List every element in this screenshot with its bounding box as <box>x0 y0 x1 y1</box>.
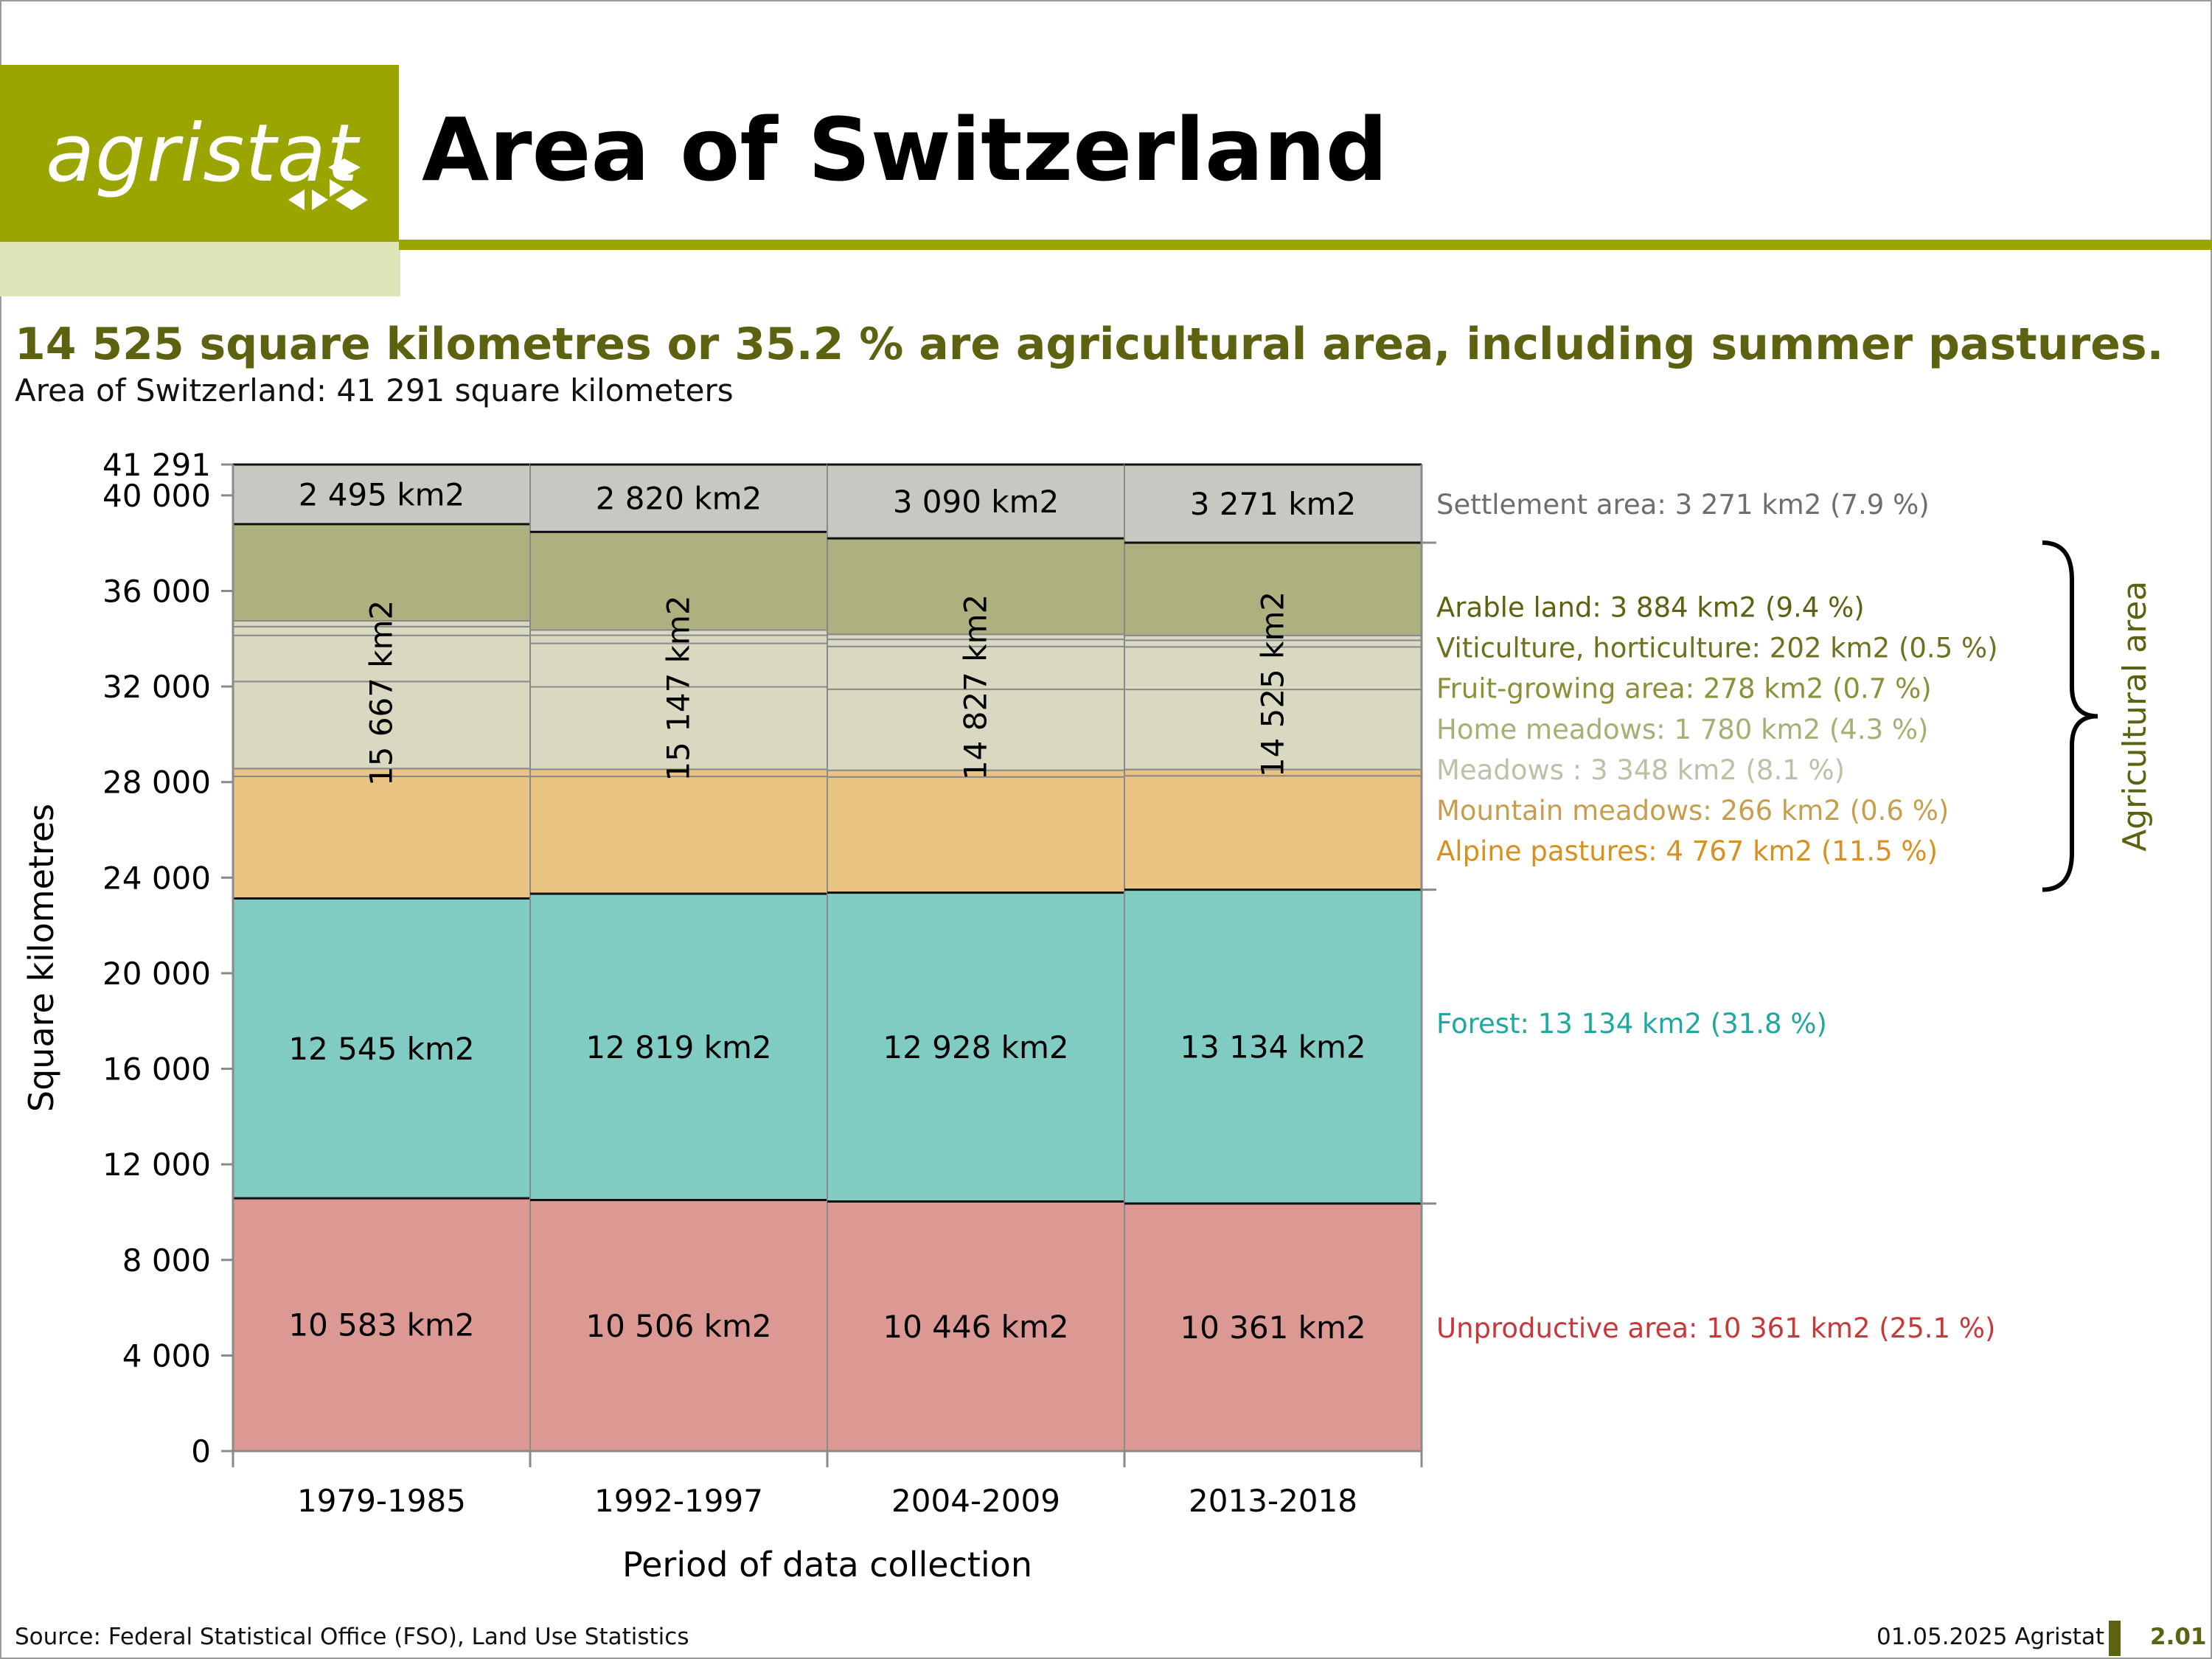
legend-label: Home meadows: 1 780 km2 (4.3 %) <box>1436 714 1928 745</box>
bar-value-label: 2 495 km2 <box>299 476 465 512</box>
bar-value-label: 2 820 km2 <box>596 481 762 517</box>
bar-value-label: 12 928 km2 <box>883 1029 1068 1065</box>
headline: 14 525 square kilometres or 35.2 % are a… <box>15 319 2164 370</box>
bar-segment <box>1124 541 1422 636</box>
bar-segment <box>827 776 1125 894</box>
y-axis-title: Square kilometres <box>21 804 61 1112</box>
stacked-bar-chart: 10 583 km2 12 545 km2 2 495 km2 15 667 km2 1… <box>21 447 2154 1585</box>
agricultural-total-label: 14 525 km2 <box>1255 591 1291 777</box>
agricultural-brace <box>2042 540 2098 892</box>
legend-label: Fruit-growing area: 278 km2 (0.7 %) <box>1436 673 1932 705</box>
agricultural-total-label: 15 147 km2 <box>661 595 697 781</box>
bar-value-label: 13 134 km2 <box>1180 1029 1366 1065</box>
legend-label: Arable land: 3 884 km2 (9.4 %) <box>1436 592 1865 624</box>
agricultural-total-label: 15 667 km2 <box>364 600 400 786</box>
y-tick-label: 12 000 <box>102 1147 211 1183</box>
bar-segment <box>232 464 531 525</box>
legend-label: Mountain meadows: 266 km2 (0.6 %) <box>1436 795 1949 827</box>
header-rule <box>399 240 2212 250</box>
y-tick-label: 28 000 <box>102 765 211 801</box>
bar-value-label: 10 446 km2 <box>883 1309 1068 1345</box>
footer-divider <box>2109 1621 2121 1656</box>
logo-text: agristat <box>46 108 359 200</box>
bar-segment <box>1124 464 1422 543</box>
x-tick-label: 2013-2018 <box>1189 1483 1357 1519</box>
footer-source: Source: Federal Statistical Office (FSO)… <box>15 1624 689 1650</box>
logo-underlay <box>0 242 400 296</box>
bar-segment <box>232 775 531 900</box>
logo-diamond-icon <box>288 159 368 210</box>
legend-label: Settlement area: 3 271 km2 (7.9 %) <box>1436 489 1930 521</box>
y-tick-label: 4 000 <box>122 1338 211 1374</box>
x-tick-label: 1979-1985 <box>297 1483 466 1519</box>
subtitle: Area of Switzerland: 41 291 square kilom… <box>15 372 734 408</box>
legend-label: Viticulture, horticulture: 202 km2 (0.5 … <box>1436 633 1998 664</box>
y-tick-label: 40 000 <box>102 478 211 514</box>
bar-value-label: 10 361 km2 <box>1180 1310 1366 1346</box>
bar-segment <box>1124 646 1422 691</box>
bar-value-label: 3 271 km2 <box>1190 486 1357 522</box>
y-tick-label: 20 000 <box>102 956 211 992</box>
bar-segment <box>1124 775 1422 891</box>
bar-segment <box>232 1197 531 1452</box>
x-axis-title: Period of data collection <box>622 1545 1032 1585</box>
y-tick-label: 32 000 <box>102 669 211 705</box>
bar-segment <box>827 1200 1125 1453</box>
bar-segment <box>529 531 828 631</box>
y-tick-label: 24 000 <box>102 860 211 896</box>
agristat-logo: agristat <box>0 65 399 242</box>
x-tick-label: 2004-2009 <box>891 1483 1060 1519</box>
legend-label: Alpine pastures: 4 767 km2 (11.5 %) <box>1436 835 1938 867</box>
bar-segment <box>529 1199 828 1452</box>
footer-date: 01.05.2025 Agristat <box>1877 1624 2105 1650</box>
y-tick-label: 41 291 <box>102 447 211 483</box>
bar-segment <box>827 538 1125 636</box>
y-tick-label: 36 000 <box>102 573 211 609</box>
bar-value-label: 3 090 km2 <box>893 484 1060 520</box>
page-title: Area of Switzerland <box>422 99 1388 201</box>
bar-segment <box>1124 1203 1422 1452</box>
bar-value-label: 12 545 km2 <box>288 1031 474 1067</box>
x-tick-label: 1992-1997 <box>594 1483 763 1519</box>
bar-value-label: 10 583 km2 <box>288 1307 474 1343</box>
bar-value-label: 12 819 km2 <box>585 1029 771 1065</box>
y-tick-label: 0 <box>191 1433 211 1470</box>
bar-segment <box>529 686 828 771</box>
bar-segment <box>827 688 1125 771</box>
bar-segment <box>529 893 828 1201</box>
bar-value-label: 10 506 km2 <box>585 1308 771 1344</box>
agricultural-total-label: 14 827 km2 <box>958 594 994 780</box>
y-tick-label: 8 000 <box>122 1242 211 1279</box>
legend-label: Meadows : 3 348 km2 (8.1 %) <box>1436 754 1845 786</box>
bar-segment <box>827 891 1125 1203</box>
bar-segment <box>1124 888 1422 1205</box>
legend-label: Unproductive area: 10 361 km2 (25.1 %) <box>1436 1312 1995 1344</box>
bar-segment <box>827 645 1125 690</box>
legend-label: Forest: 13 134 km2 (31.8 %) <box>1436 1008 1827 1040</box>
bar-segment <box>529 776 828 895</box>
brace-label: Agricultural area <box>2116 581 2154 852</box>
page-number: 2.01 <box>2150 1624 2207 1650</box>
y-tick-label: 16 000 <box>102 1051 211 1088</box>
